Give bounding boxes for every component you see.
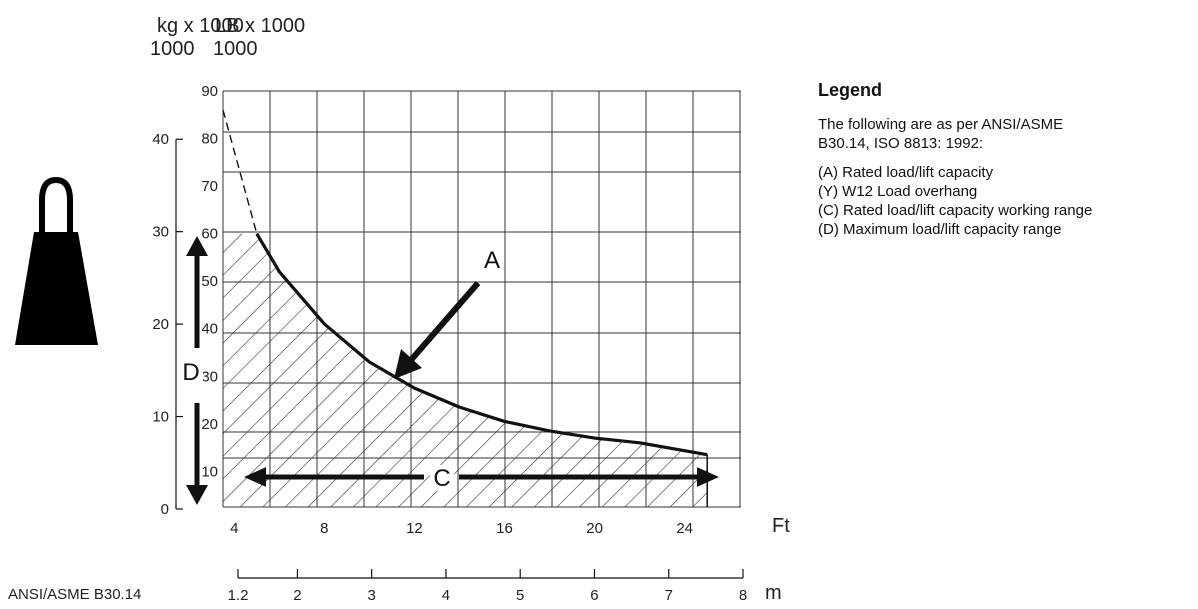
meter-tick-label: 4 bbox=[442, 587, 450, 604]
y-label-kg-line1: kg x 1000 bbox=[157, 15, 244, 37]
kg-tick-label: 30 bbox=[152, 224, 169, 241]
legend-list: (A) Rated load/lift capacity (Y) W12 Loa… bbox=[818, 163, 1193, 239]
label-d-bg bbox=[179, 359, 203, 385]
label-d: D bbox=[182, 359, 199, 386]
lb-tick-label: 40 bbox=[201, 321, 218, 338]
meter-tick-label: 7 bbox=[665, 587, 673, 604]
label-c-bg bbox=[430, 465, 454, 491]
kg-tick-label: 0 bbox=[161, 501, 169, 518]
label-a: A bbox=[484, 247, 500, 274]
d-arrow-head-up bbox=[186, 236, 208, 256]
curve-dashed-extension bbox=[222, 109, 258, 234]
meter-tick-label: 2 bbox=[293, 587, 301, 604]
legend-panel: Legend The following are as per ANSI/ASM… bbox=[818, 80, 1193, 239]
kg-tick-label: 10 bbox=[152, 409, 169, 426]
a-arrow-shaft bbox=[408, 281, 481, 362]
lb-tick-label: 30 bbox=[201, 368, 218, 385]
meter-tick-label: 3 bbox=[368, 587, 376, 604]
ft-tick-label: 8 bbox=[320, 520, 328, 537]
weight-icon bbox=[15, 176, 98, 345]
d-arrow-head-down bbox=[186, 485, 208, 505]
legend-item-a: (A) Rated load/lift capacity bbox=[818, 164, 994, 181]
c-arrow-head-right bbox=[697, 467, 719, 487]
ft-tick-label: 24 bbox=[676, 520, 693, 537]
ft-tick-label: 12 bbox=[406, 520, 423, 537]
a-arrow-head bbox=[394, 349, 422, 379]
ft-tick-label: 20 bbox=[586, 520, 603, 537]
lb-tick-label: 90 bbox=[201, 83, 218, 100]
ft-tick-label: 4 bbox=[230, 520, 238, 537]
x-axis-label-ft: Ft bbox=[772, 515, 790, 537]
hatched-region bbox=[223, 233, 708, 507]
c-arrow-head-left bbox=[244, 467, 266, 487]
legend-item-d: (D) Maximum load/lift capacity range bbox=[818, 221, 1062, 238]
lb-tick-label: 60 bbox=[201, 226, 218, 243]
kg-tick-label: 40 bbox=[152, 131, 169, 148]
ft-tick-label: 16 bbox=[496, 520, 513, 537]
legend-intro: The following are as per ANSI/ASME B30.1… bbox=[818, 116, 1064, 152]
footnote: ANSI/ASME B30.14 bbox=[8, 586, 142, 603]
x-axis-label-m: m bbox=[765, 582, 782, 604]
label-c: C bbox=[433, 465, 450, 492]
legend-item-y: (Y) W12 Load overhang bbox=[818, 183, 978, 200]
lb-tick-label: 80 bbox=[201, 131, 218, 148]
y-label-kg-line2: 1000 bbox=[150, 38, 195, 60]
lb-tick-label: 20 bbox=[201, 416, 218, 433]
legend-item-c: (C) Rated load/lift capacity working ran… bbox=[818, 202, 1093, 219]
y-label-lb-line1: LB x 1000 bbox=[215, 15, 305, 37]
y-label-lb-line2: 1000 bbox=[213, 38, 258, 60]
lb-tick-label: 10 bbox=[201, 463, 218, 480]
meter-tick-label: 6 bbox=[590, 587, 598, 604]
label-a-bg bbox=[480, 247, 504, 273]
kg-tick-label: 20 bbox=[152, 316, 169, 333]
meter-tick-label: 1.2 bbox=[228, 587, 249, 604]
lb-tick-label: 50 bbox=[201, 273, 218, 290]
meter-tick-label: 8 bbox=[739, 587, 747, 604]
lb-tick-label: 70 bbox=[201, 178, 218, 195]
legend-title: Legend bbox=[818, 80, 883, 100]
capacity-curve bbox=[255, 232, 708, 457]
load-chart: kg x 1000 LB x 1000 0 10 20 30 40 10 20 30 40 50 6… bbox=[15, 15, 790, 604]
meter-tick-label: 5 bbox=[516, 587, 524, 604]
